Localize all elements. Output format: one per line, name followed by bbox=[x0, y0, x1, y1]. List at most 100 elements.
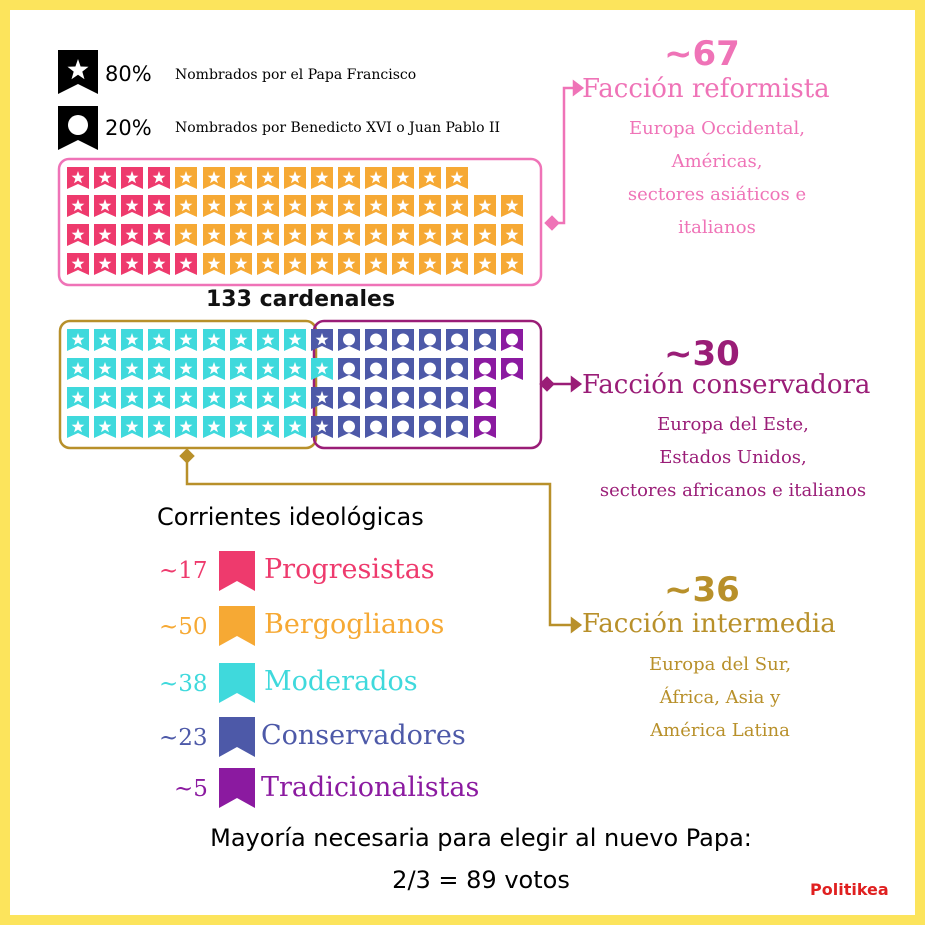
moderado-cell bbox=[94, 329, 116, 351]
bergogliano-cell bbox=[446, 253, 468, 275]
majority-line-1: Mayoría necesaria para elegir al nuevo P… bbox=[210, 824, 752, 852]
bergogliano-cell bbox=[203, 224, 225, 246]
bergogliano-cell bbox=[284, 167, 306, 189]
conservador-cell bbox=[474, 329, 496, 351]
moderado-cell bbox=[203, 387, 225, 409]
politikea-logo: Politikea bbox=[810, 880, 889, 899]
progresista-cell bbox=[148, 167, 170, 189]
total-cardinals-label: 133 cardenales bbox=[206, 287, 396, 312]
progresistas-label: Progresistas bbox=[264, 554, 435, 585]
bergogliano-cell bbox=[501, 224, 523, 246]
moderado-cell bbox=[148, 387, 170, 409]
bergogliano-cell bbox=[311, 195, 333, 217]
bergogliano-cell bbox=[419, 253, 441, 275]
intermedia-count: ~36 bbox=[664, 570, 740, 610]
moderado-cell bbox=[175, 387, 197, 409]
legend-francisco-percent: 80% bbox=[105, 62, 152, 86]
bergogliano-cell bbox=[501, 253, 523, 275]
progresista-cell bbox=[148, 224, 170, 246]
bergogliano-cell bbox=[419, 167, 441, 189]
bergogliano-cell bbox=[257, 195, 279, 217]
bergogliano-cell bbox=[392, 195, 414, 217]
bergogliano-cell bbox=[392, 224, 414, 246]
conservador-cell bbox=[338, 387, 360, 409]
bergogliano-cell bbox=[230, 195, 252, 217]
progresista-cell bbox=[67, 224, 89, 246]
reformista-region-3: sectores asiáticos e bbox=[627, 184, 807, 205]
intermedia-connector bbox=[179, 448, 583, 634]
conservadora-count: ~30 bbox=[664, 334, 740, 374]
bergogliano-cell bbox=[257, 224, 279, 246]
conservador-cell bbox=[419, 416, 441, 438]
bergogliano-cell bbox=[338, 224, 360, 246]
moderado-cell bbox=[148, 416, 170, 438]
conservador-cell bbox=[392, 387, 414, 409]
conservadora-title: Facción conservadora bbox=[582, 370, 871, 400]
moderados-label: Moderados bbox=[264, 666, 418, 697]
moderado-cell bbox=[284, 358, 306, 380]
bergogliano-cell bbox=[257, 253, 279, 275]
moderado-cell bbox=[121, 329, 143, 351]
tradicionalistas-flag-icon bbox=[219, 768, 255, 812]
bergogliano-cell bbox=[311, 167, 333, 189]
bergogliano-cell bbox=[175, 195, 197, 217]
conservador-cell bbox=[419, 387, 441, 409]
tradicionalista-cell bbox=[474, 416, 496, 438]
tradicionalista-cell bbox=[474, 387, 496, 409]
reformista-title: Facción reformista bbox=[582, 74, 830, 104]
bergogliano-cell bbox=[230, 167, 252, 189]
bergogliano-cell bbox=[284, 253, 306, 275]
moderado-cell bbox=[257, 387, 279, 409]
moderado-cell bbox=[257, 416, 279, 438]
moderado-cell bbox=[311, 358, 333, 380]
bergogliano-cell bbox=[446, 195, 468, 217]
bergogliano-cell bbox=[203, 253, 225, 275]
conservador-cell bbox=[338, 358, 360, 380]
moderado-cell bbox=[203, 329, 225, 351]
progresista-cell bbox=[175, 253, 197, 275]
progresistas-count: ~17 bbox=[159, 558, 208, 584]
bergogliano-cell bbox=[392, 167, 414, 189]
progresista-cell bbox=[94, 195, 116, 217]
bergogliano-cell bbox=[446, 167, 468, 189]
progresista-cell bbox=[121, 253, 143, 275]
reformista-count: ~67 bbox=[664, 34, 740, 74]
conservador-cell bbox=[446, 358, 468, 380]
majority-line-2: 2/3 = 89 votos bbox=[392, 866, 570, 894]
conservador-cell bbox=[311, 416, 333, 438]
moderado-cell bbox=[257, 358, 279, 380]
tradicionalistas-count: ~5 bbox=[174, 776, 208, 802]
moderado-cell bbox=[94, 387, 116, 409]
conservadores-flag-icon bbox=[219, 717, 255, 761]
bergogliano-cell bbox=[474, 253, 496, 275]
intermedia-box bbox=[58, 319, 318, 450]
white-panel bbox=[10, 10, 915, 915]
conservador-cell bbox=[419, 329, 441, 351]
progresista-cell bbox=[67, 167, 89, 189]
moderado-cell bbox=[94, 416, 116, 438]
bergoglianos-label: Bergoglianos bbox=[264, 609, 445, 640]
moderado-cell bbox=[284, 329, 306, 351]
bergogliano-cell bbox=[284, 224, 306, 246]
bergogliano-cell bbox=[365, 195, 387, 217]
intermedia-title: Facción intermedia bbox=[582, 609, 836, 639]
conservador-cell bbox=[392, 358, 414, 380]
conservador-cell bbox=[338, 329, 360, 351]
moderado-cell bbox=[121, 358, 143, 380]
conservador-cell bbox=[419, 358, 441, 380]
conservador-cell bbox=[365, 416, 387, 438]
tradicionalista-cell bbox=[501, 358, 523, 380]
moderado-cell bbox=[67, 358, 89, 380]
moderado-cell bbox=[284, 387, 306, 409]
bergogliano-cell bbox=[474, 195, 496, 217]
moderado-cell bbox=[67, 387, 89, 409]
moderado-cell bbox=[175, 358, 197, 380]
conservador-cell bbox=[365, 358, 387, 380]
bergoglianos-flag-icon bbox=[219, 606, 255, 650]
conservadores-count: ~23 bbox=[159, 725, 208, 751]
conservadores-label: Conservadores bbox=[261, 720, 466, 751]
progresista-cell bbox=[148, 253, 170, 275]
conservador-cell bbox=[446, 416, 468, 438]
progresista-cell bbox=[94, 253, 116, 275]
